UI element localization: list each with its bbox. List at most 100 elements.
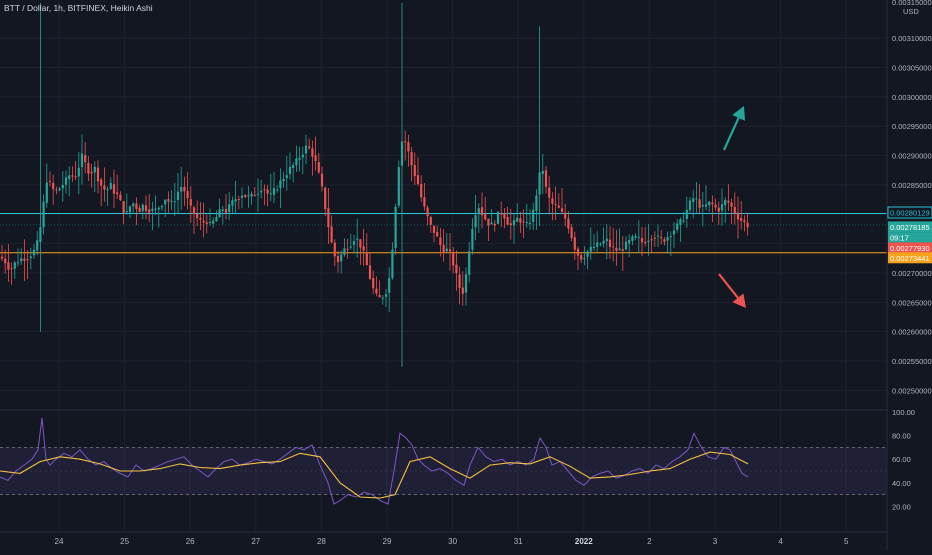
candle-body [644, 242, 647, 244]
candle-body [285, 175, 288, 179]
candle-body [253, 195, 256, 197]
candle-body [7, 262, 10, 270]
time-axis[interactable]: 24 25 26 27 28 29 30 31 2022 2 3 4 5 [55, 537, 849, 546]
candle-body [106, 189, 109, 191]
candle-body [679, 219, 682, 225]
time-tick-label: 30 [448, 537, 457, 546]
candle-body [71, 175, 74, 177]
candle-body [631, 236, 634, 241]
candle-body [208, 221, 212, 223]
candle-body [90, 171, 93, 174]
candle-body [423, 197, 426, 207]
candle-body [13, 262, 16, 269]
candle-body [397, 167, 400, 206]
candle-body [586, 251, 589, 257]
lower-line-label: 0.00273441 [888, 252, 932, 264]
candle-body [477, 208, 480, 214]
candle-body [628, 239, 631, 244]
low-price-label-bg [888, 242, 932, 254]
candles [0, 2, 749, 367]
candle-body [608, 239, 612, 247]
candle-body [490, 222, 493, 225]
candle-body [365, 252, 368, 266]
candle-body [39, 227, 42, 242]
rsi-panel [0, 417, 887, 505]
candle-body [157, 207, 160, 210]
candle-body [522, 221, 525, 223]
candle-body [413, 165, 416, 177]
candle-body [391, 249, 394, 279]
candle-body [688, 200, 692, 211]
price-tick-label: 0.00285000 [892, 181, 932, 190]
candle-body [682, 220, 685, 222]
candle-body [272, 188, 276, 195]
candle-body [256, 193, 260, 195]
candle-body [298, 157, 301, 160]
candle-body [640, 238, 644, 243]
candle-body [701, 205, 704, 207]
candle-body [388, 278, 391, 293]
candle-body [445, 248, 448, 252]
candle-body [685, 209, 688, 220]
candle-body [122, 201, 125, 214]
candle-body [260, 190, 263, 193]
up-arrow-head [732, 106, 745, 121]
candle-body [711, 202, 714, 205]
candle-body [634, 235, 637, 238]
price-tick-label: 0.00250000 [892, 386, 932, 395]
candle-body [250, 193, 253, 197]
candle-body [692, 198, 695, 202]
upper-line-label: 0.00280129 [887, 206, 932, 219]
candle-body [292, 165, 295, 168]
candle-body [551, 198, 554, 204]
candle-body [218, 209, 221, 218]
price-tick-label: 0.00260000 [892, 328, 932, 337]
candle-body [506, 217, 509, 225]
time-tick-label: 31 [514, 537, 523, 546]
candle-body [186, 191, 189, 199]
rsi-line [0, 417, 749, 505]
candle-body [42, 201, 45, 228]
candle-body [656, 235, 660, 237]
candle-body [740, 218, 743, 221]
candle-body [372, 278, 375, 289]
candle-body [484, 214, 487, 220]
candle-body [676, 223, 679, 230]
price-axis[interactable]: 0.00310000 0.00305000 0.00300000 0.00295000… [886, 0, 932, 550]
candle-body [192, 207, 196, 215]
candle-body [112, 184, 116, 194]
lower-line-label-bg [888, 252, 932, 264]
candle-body [237, 199, 240, 201]
chart-title: BTT / Dollar, 1h, BITFINEX, Heikin Ashi [4, 3, 153, 13]
candle-body [695, 198, 698, 200]
arrows [718, 106, 746, 308]
candle-body [180, 186, 183, 192]
candle-body [420, 183, 423, 198]
candle-body [416, 175, 420, 185]
candle-body [535, 195, 538, 211]
candle-body [493, 223, 496, 226]
last-price-label-bg [888, 221, 932, 233]
candle-body [653, 237, 656, 239]
candle-body [736, 212, 740, 220]
candle-body [45, 182, 48, 203]
rsi-tick-label: 100.00 [892, 408, 915, 417]
candle-body [308, 146, 311, 149]
candle-body [231, 200, 234, 206]
candle-body [554, 203, 557, 205]
price-tick-label: 0.00300000 [892, 93, 932, 102]
candle-body [288, 166, 292, 174]
candle-body [103, 185, 106, 190]
candle-body [602, 240, 605, 244]
candle-body [74, 176, 77, 178]
candle-body [55, 189, 58, 191]
candle-body [16, 262, 20, 264]
rsi-ma-line [0, 451, 749, 499]
candle-body [698, 199, 701, 208]
candle-body [663, 239, 666, 242]
time-tick-label: 4 [778, 537, 783, 546]
time-tick-label: 2022 [575, 537, 593, 546]
candle-body [512, 220, 516, 226]
